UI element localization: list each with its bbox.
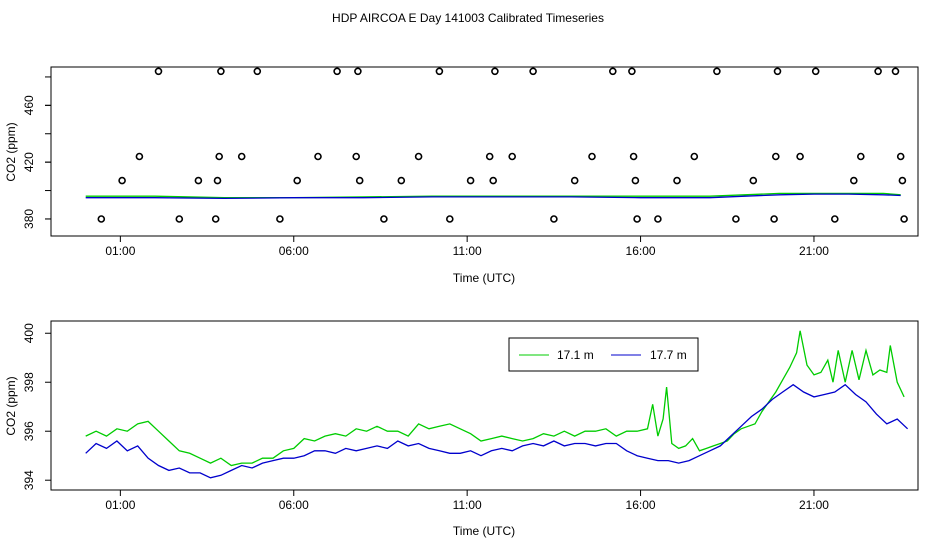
scatter-point — [811, 67, 820, 76]
top-x-tick-label: 06:00 — [279, 244, 309, 258]
top-y-axis-label: CO2 (ppm) — [4, 122, 18, 181]
scatter-point — [529, 67, 537, 76]
scatter-point — [654, 215, 662, 223]
scatter-point — [435, 67, 444, 76]
scatter-point — [713, 67, 721, 76]
scatter-point — [380, 215, 388, 223]
bottom-x-tick-label: 06:00 — [279, 498, 309, 512]
legend-label-17-1m: 17.1 m — [557, 348, 594, 362]
scatter-point — [352, 152, 361, 161]
scatter-point — [215, 152, 223, 161]
scatter-point — [896, 152, 905, 161]
scatter-point — [314, 152, 322, 161]
scatter-point — [633, 215, 641, 223]
figure-title: HDP AIRCOA E Day 141003 Calibrated Times… — [332, 11, 604, 25]
top-panel: 01:00 06:00 11:00 16:00 21:00 380 420 460 Time … — [4, 66, 919, 285]
scatter-point — [570, 176, 579, 185]
bottom-y-tick-label: 394 — [22, 470, 36, 490]
scatter-point — [770, 215, 778, 223]
scatter-point — [135, 152, 144, 161]
top-x-axis-label: Time (UTC) — [453, 271, 515, 285]
top-series-line-1 — [85, 193, 901, 200]
top-x-tick-label: 21:00 — [799, 244, 829, 258]
scatter-point — [491, 67, 499, 76]
scatter-point — [732, 215, 740, 223]
scatter-point — [97, 215, 106, 223]
bottom-x-tick-label: 21:00 — [799, 498, 829, 512]
bottom-series-line-17-7-m — [85, 383, 909, 479]
scatter-point — [749, 176, 758, 185]
scatter-point — [213, 176, 222, 185]
legend: 17.1 m 17.7 m — [508, 337, 699, 372]
bottom-y-tick-label: 396 — [22, 421, 36, 441]
top-x-tick-label: 01:00 — [105, 244, 135, 258]
scatter-point — [550, 215, 558, 223]
scatter-point — [849, 176, 858, 185]
scatter-point — [796, 152, 804, 161]
scatter-point — [628, 67, 636, 76]
top-y-tick-label: 460 — [22, 95, 36, 115]
scatter-point — [253, 67, 262, 76]
scatter-point — [690, 152, 699, 161]
scatter-point — [355, 176, 364, 185]
scatter-point — [608, 67, 617, 76]
scatter-point — [333, 67, 341, 76]
scatter-point — [445, 215, 454, 223]
bottom-y-tick-label: 400 — [22, 323, 36, 343]
top-series-lines — [85, 192, 901, 200]
scatter-point — [588, 152, 596, 161]
scatter-point — [508, 152, 517, 161]
bottom-series-line-17-1-m — [85, 330, 905, 467]
bottom-plot-frame — [50, 320, 919, 491]
scatter-point — [194, 176, 203, 185]
scatter-point — [293, 176, 302, 185]
scatter-point — [856, 152, 865, 161]
bottom-x-tick-label: 01:00 — [105, 498, 135, 512]
legend-label-17-7m: 17.7 m — [650, 348, 687, 362]
bottom-axes: 01:00 06:00 11:00 16:00 21:00 394 396 398 400 — [22, 323, 829, 512]
scatter-point — [397, 176, 406, 185]
scatter-point — [276, 215, 284, 223]
scatter-point — [118, 176, 126, 185]
scatter-point — [629, 152, 638, 161]
scatter-point — [466, 176, 475, 185]
scatter-point — [354, 67, 362, 76]
scatter-point — [154, 67, 163, 76]
scatter-point — [631, 176, 640, 185]
scatter-point — [489, 176, 498, 185]
top-y-tick-label: 420 — [22, 152, 36, 172]
bottom-panel: 01:00 06:00 11:00 16:00 21:00 394 396 398 400 17… — [4, 320, 919, 538]
scatter-point — [771, 152, 780, 161]
bottom-series-lines — [85, 330, 909, 479]
scatter-point — [900, 215, 908, 223]
bottom-x-axis-label: Time (UTC) — [453, 524, 515, 538]
bottom-x-tick-label: 16:00 — [626, 498, 656, 512]
scatter-point — [414, 152, 423, 161]
top-x-tick-label: 11:00 — [453, 244, 482, 258]
scatter-point — [217, 67, 225, 76]
scatter-point — [898, 176, 907, 185]
top-axes: 01:00 06:00 11:00 16:00 21:00 380 420 460 — [22, 76, 829, 258]
scatter-point — [175, 215, 184, 223]
scatter-point — [211, 215, 220, 223]
top-plot-frame — [50, 66, 919, 237]
top-y-tick-label: 380 — [22, 209, 36, 229]
scatter-point — [485, 152, 494, 161]
scatter-point — [830, 215, 839, 223]
bottom-y-axis-label: CO2 (ppm) — [4, 376, 18, 435]
scatter-point — [237, 152, 246, 161]
scatter-point — [891, 67, 900, 76]
scatter-point — [874, 67, 882, 76]
top-scatter-points — [97, 67, 908, 223]
bottom-y-tick-label: 398 — [22, 372, 36, 392]
bottom-x-tick-label: 11:00 — [453, 498, 482, 512]
scatter-point — [673, 176, 681, 185]
top-x-tick-label: 16:00 — [626, 244, 656, 258]
scatter-point — [773, 67, 782, 76]
